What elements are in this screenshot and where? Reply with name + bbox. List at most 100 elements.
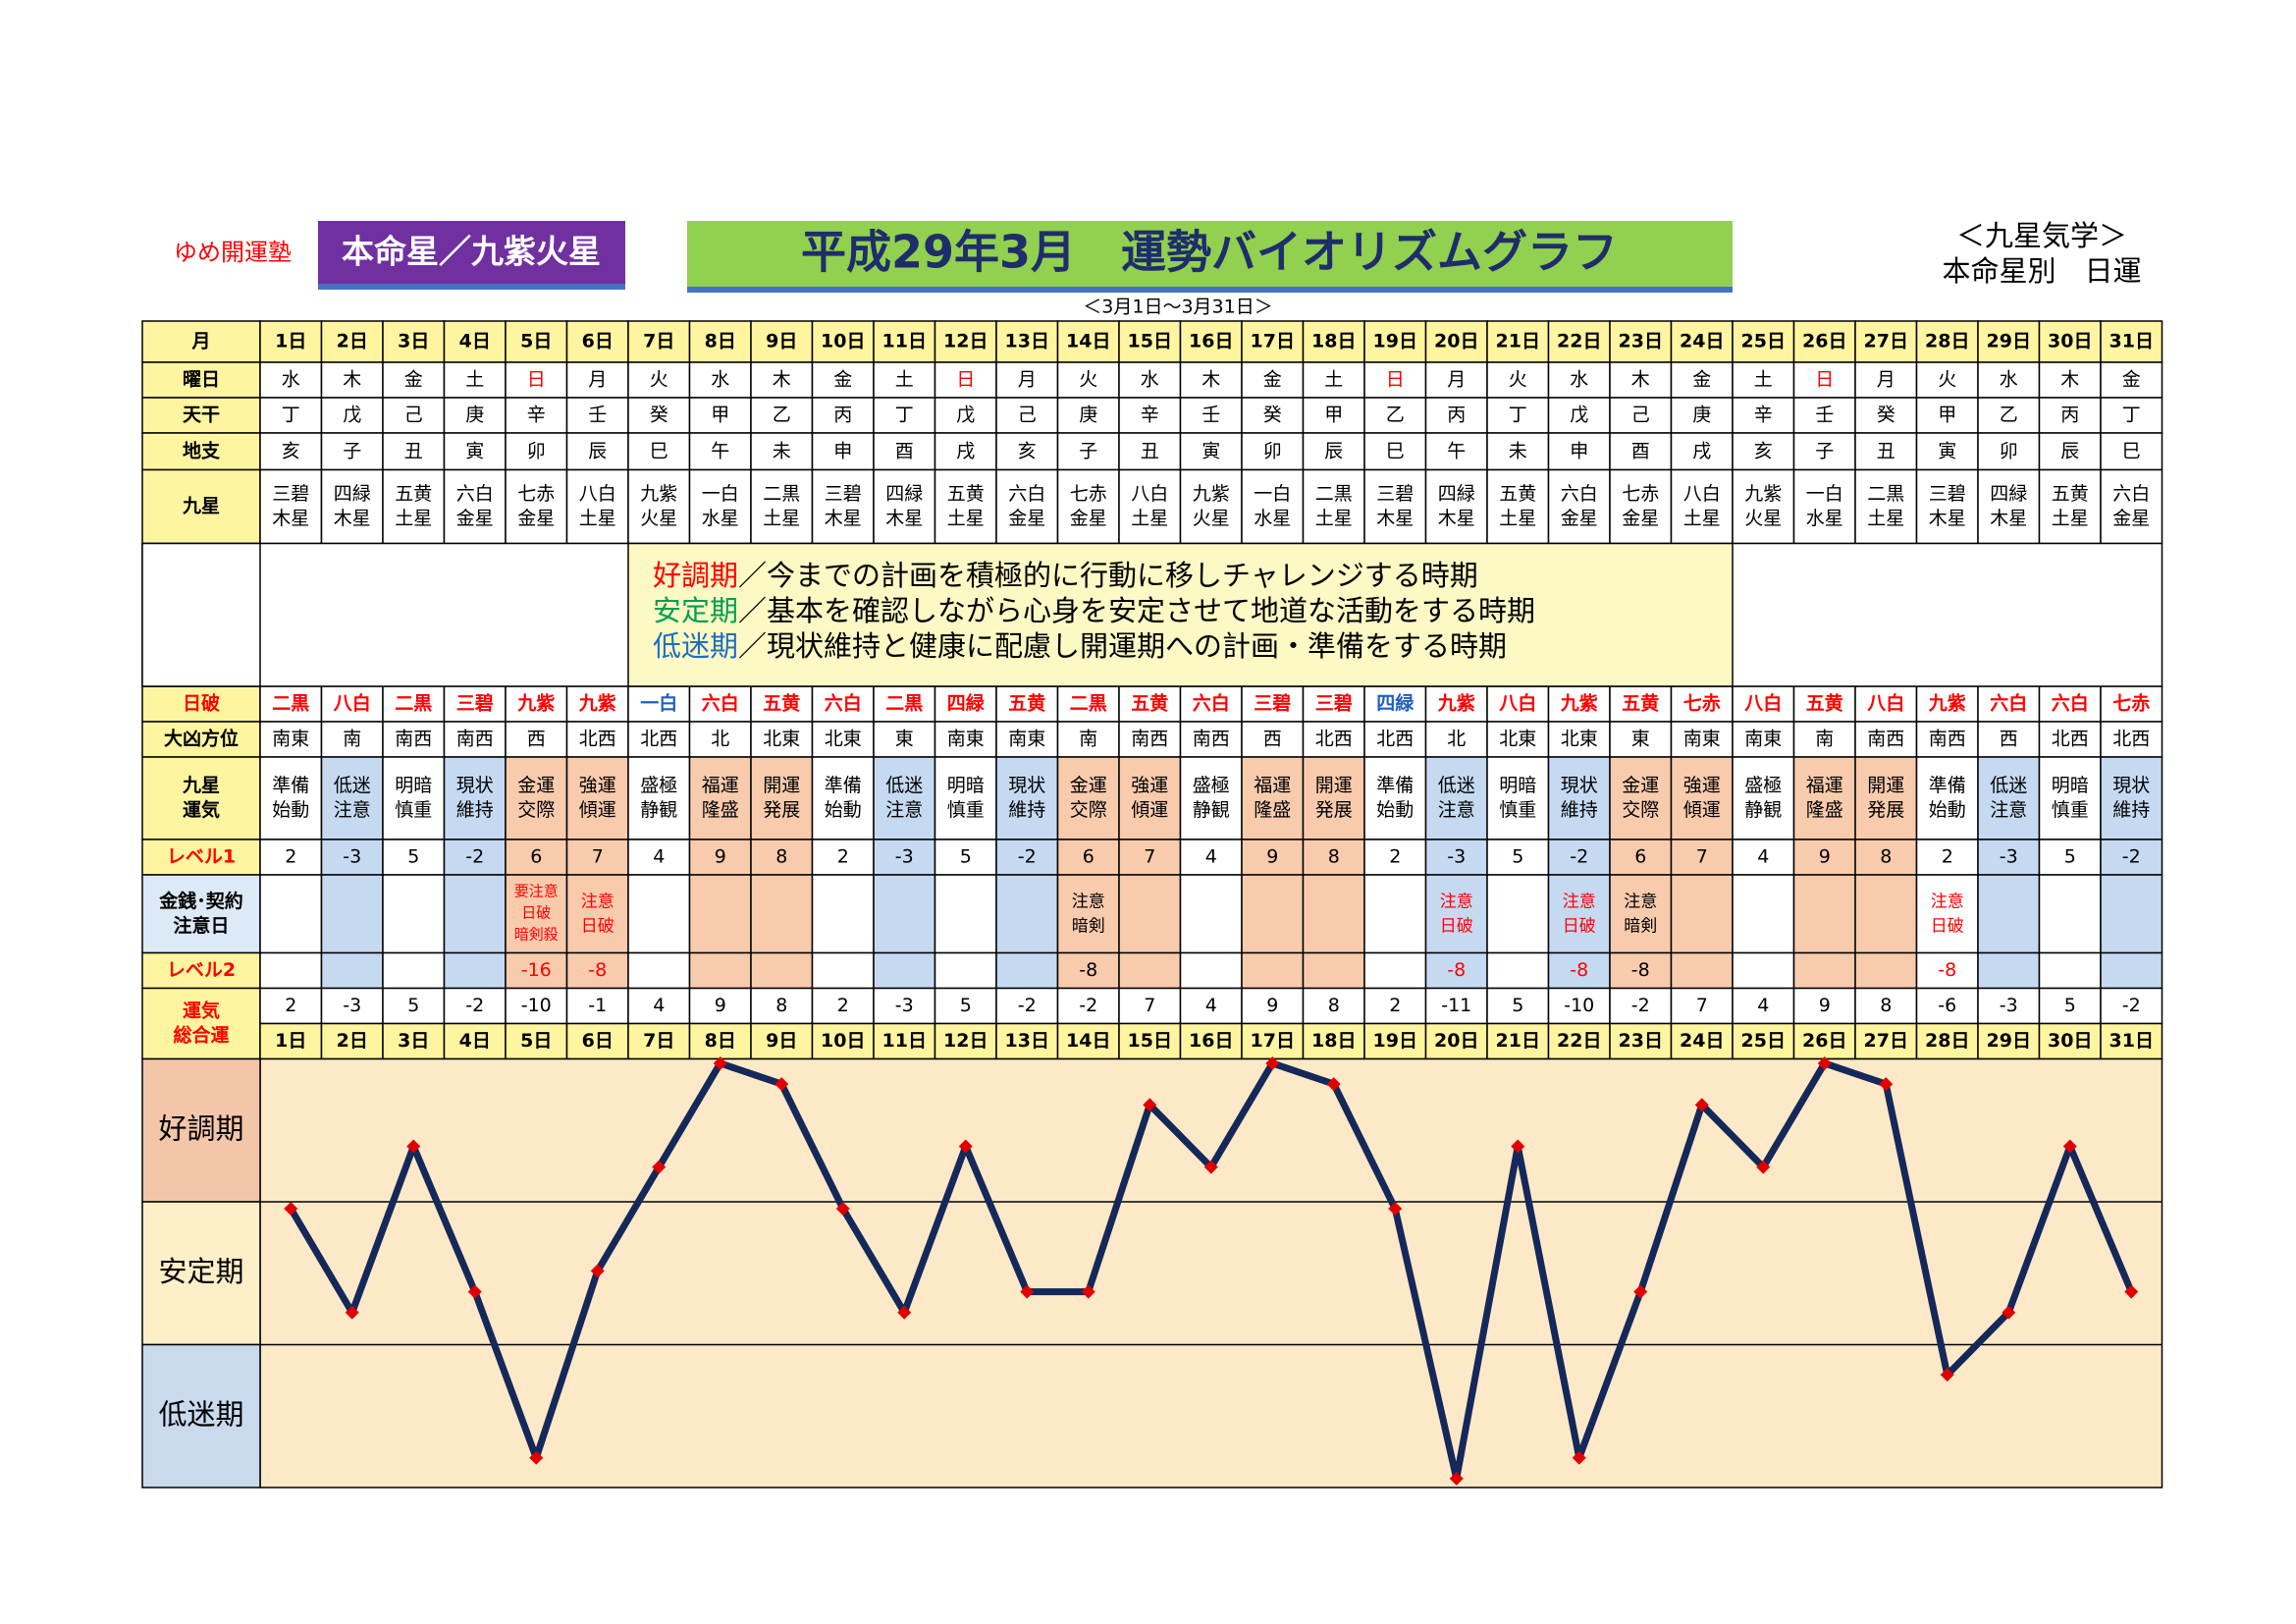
cell-text: 九紫 xyxy=(516,693,555,715)
cell-text: -3 xyxy=(1447,846,1466,868)
cell xyxy=(1547,1022,1611,1060)
cell-text: 注意 xyxy=(1624,892,1657,911)
band-label: 安定期 xyxy=(158,1255,243,1288)
label-cell xyxy=(141,361,261,399)
cell-text: 23日 xyxy=(1619,1030,1663,1052)
point xyxy=(1511,1139,1525,1154)
cell xyxy=(811,756,875,840)
cell xyxy=(1179,468,1243,545)
cell-text: 17日 xyxy=(1251,1030,1295,1052)
cell xyxy=(382,874,446,954)
cell-text: 5 xyxy=(407,995,419,1016)
cell-text: 九紫 xyxy=(1193,483,1230,505)
cell-text: 明暗 xyxy=(1499,775,1536,796)
cell xyxy=(1363,721,1427,758)
legend-term: 低迷期 xyxy=(653,629,738,663)
cell-text: 4 xyxy=(1205,846,1217,868)
cell-text: 発展 xyxy=(1315,799,1353,821)
cell-text: 丁 xyxy=(1509,405,1527,426)
cell xyxy=(995,987,1059,1025)
point xyxy=(284,1201,298,1216)
cell-text: 6日 xyxy=(582,1030,614,1052)
cell-text: 11日 xyxy=(882,331,927,352)
cell-text: -8 xyxy=(588,959,607,981)
cell-text: 六白 xyxy=(702,692,739,715)
cell xyxy=(382,756,446,840)
cell-text: 北 xyxy=(1447,729,1466,750)
label-cell xyxy=(141,756,261,840)
cell-text: 傾運 xyxy=(579,799,616,821)
cell-text: 2 xyxy=(1389,995,1401,1016)
cell xyxy=(565,839,629,876)
cell-text: 金運 xyxy=(517,775,555,796)
cell xyxy=(1241,320,1305,363)
point xyxy=(1143,1098,1157,1112)
cell-text: 1日 xyxy=(275,1030,306,1052)
cell-text: 四緑 xyxy=(1438,483,1475,505)
cell-text: 日 xyxy=(956,369,975,391)
cell-text: 日 xyxy=(1815,369,1834,391)
cell xyxy=(1915,874,1979,954)
cell-text: 低迷 xyxy=(885,775,923,796)
cell xyxy=(382,685,446,723)
cell-text: 二黒 xyxy=(272,693,309,715)
cell xyxy=(873,468,936,545)
cell-text: 六白 xyxy=(1990,692,2027,715)
cell-text: 卯 xyxy=(1263,440,1282,461)
cell-text: 2 xyxy=(1942,846,1953,868)
cell-text: 金星 xyxy=(1561,508,1598,529)
cell xyxy=(1854,756,1918,840)
cell-text: 現状 xyxy=(1561,775,1598,796)
cell-text: 丑 xyxy=(1141,440,1159,461)
cell xyxy=(1241,874,1305,954)
cell-text: 8 xyxy=(1328,995,1340,1016)
cell-text: 子 xyxy=(343,440,361,461)
point xyxy=(2124,1284,2139,1299)
cell-text: 9 xyxy=(1819,995,1831,1016)
point xyxy=(2002,1305,2016,1320)
cell-text: 土星 xyxy=(1131,508,1168,529)
cell-text: 壬 xyxy=(1815,405,1834,426)
cell-text: 注意 xyxy=(334,799,371,821)
cell xyxy=(2100,721,2163,758)
cell xyxy=(2100,756,2163,840)
cell-text: 南西 xyxy=(1131,729,1168,750)
cell xyxy=(1363,874,1427,954)
cell-text: 1日 xyxy=(275,331,306,352)
cell-text: 始動 xyxy=(272,799,309,821)
cell-text: 7 xyxy=(592,846,604,868)
cell-text: 四緑 xyxy=(334,483,371,505)
cell xyxy=(750,361,814,399)
cell-text: 巳 xyxy=(2122,440,2141,461)
cell xyxy=(1179,839,1243,876)
cell xyxy=(1118,756,1182,840)
cell-text: 三碧 xyxy=(1929,483,1966,505)
cell-text: 注意 xyxy=(1931,892,1964,911)
cell-text: 巳 xyxy=(650,440,668,461)
cell-text: 17日 xyxy=(1251,331,1295,352)
cell-text: 二黒 xyxy=(1315,483,1353,505)
cell xyxy=(1609,721,1673,758)
cell-text: 5 xyxy=(407,846,419,868)
cell-text: 二黒 xyxy=(763,483,800,505)
cell xyxy=(873,756,936,840)
cell xyxy=(873,721,936,758)
cell-text: 水 xyxy=(711,369,729,391)
cell xyxy=(750,397,814,434)
cell-text: 南西 xyxy=(1929,729,1966,750)
cell-text: -3 xyxy=(343,995,361,1016)
cell xyxy=(1609,468,1673,545)
cell xyxy=(1118,432,1182,471)
cell-text: 三碧 xyxy=(1376,483,1414,505)
cell xyxy=(565,756,629,840)
cell xyxy=(811,721,875,758)
cell-text: 7 xyxy=(1144,846,1155,868)
point xyxy=(406,1139,421,1154)
cell-text: 明暗 xyxy=(2052,775,2089,796)
cell-text: 丑 xyxy=(1877,440,1896,461)
cell xyxy=(1792,839,1856,876)
legend-line: 低迷期／現状維持と健康に配慮し開運期への計画・準備をする時期 xyxy=(653,629,1507,663)
cell-text: 注意 xyxy=(1438,799,1475,821)
cell-text: 金星 xyxy=(1008,508,1045,529)
cell-text: 5 xyxy=(960,846,972,868)
